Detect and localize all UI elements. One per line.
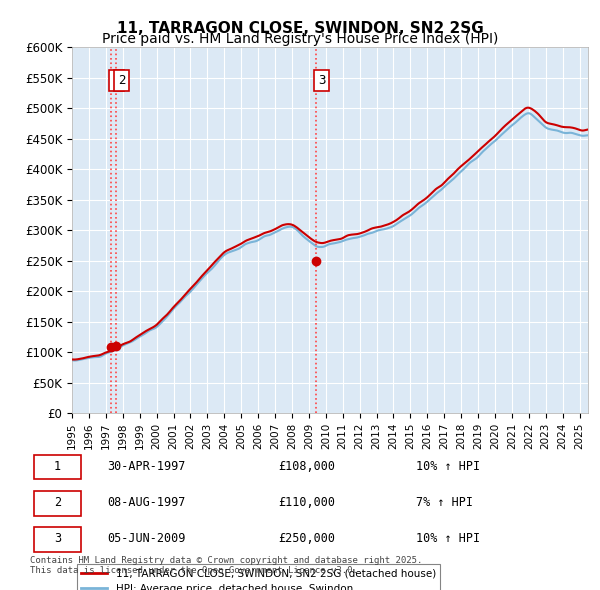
Text: 1: 1 — [113, 74, 121, 87]
Legend: 11, TARRAGON CLOSE, SWINDON, SN2 2SG (detached house), HPI: Average price, detac: 11, TARRAGON CLOSE, SWINDON, SN2 2SG (de… — [77, 565, 440, 590]
FancyBboxPatch shape — [34, 527, 82, 552]
Text: £250,000: £250,000 — [278, 532, 335, 545]
Text: 30-APR-1997: 30-APR-1997 — [107, 460, 185, 473]
Text: 05-JUN-2009: 05-JUN-2009 — [107, 532, 185, 545]
Text: £108,000: £108,000 — [278, 460, 335, 473]
Text: Price paid vs. HM Land Registry's House Price Index (HPI): Price paid vs. HM Land Registry's House … — [102, 32, 498, 47]
Text: 2: 2 — [118, 74, 125, 87]
Text: 3: 3 — [318, 74, 325, 87]
Text: 1: 1 — [54, 460, 61, 473]
Text: 3: 3 — [54, 532, 61, 545]
FancyBboxPatch shape — [34, 491, 82, 516]
Text: Contains HM Land Registry data © Crown copyright and database right 2025.
This d: Contains HM Land Registry data © Crown c… — [30, 556, 422, 575]
Text: 08-AUG-1997: 08-AUG-1997 — [107, 496, 185, 509]
Text: 11, TARRAGON CLOSE, SWINDON, SN2 2SG: 11, TARRAGON CLOSE, SWINDON, SN2 2SG — [116, 21, 484, 35]
Text: 2: 2 — [54, 496, 61, 509]
Text: 7% ↑ HPI: 7% ↑ HPI — [416, 496, 473, 509]
Text: 10% ↑ HPI: 10% ↑ HPI — [416, 532, 481, 545]
Text: £110,000: £110,000 — [278, 496, 335, 509]
Text: 10% ↑ HPI: 10% ↑ HPI — [416, 460, 481, 473]
FancyBboxPatch shape — [34, 454, 82, 479]
